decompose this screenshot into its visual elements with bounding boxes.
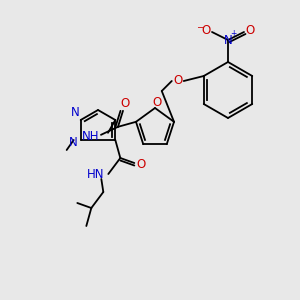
Text: O: O: [173, 74, 182, 88]
Text: O: O: [201, 25, 211, 38]
Text: +: +: [230, 29, 236, 38]
Text: O: O: [245, 25, 255, 38]
Text: N: N: [224, 34, 232, 46]
Text: O: O: [120, 97, 130, 110]
Text: N: N: [71, 106, 80, 119]
Text: −: −: [196, 22, 204, 32]
Text: O: O: [137, 158, 146, 170]
Text: N: N: [69, 136, 78, 148]
Text: NH: NH: [82, 130, 100, 143]
Text: O: O: [152, 97, 162, 110]
Text: HN: HN: [87, 167, 104, 181]
